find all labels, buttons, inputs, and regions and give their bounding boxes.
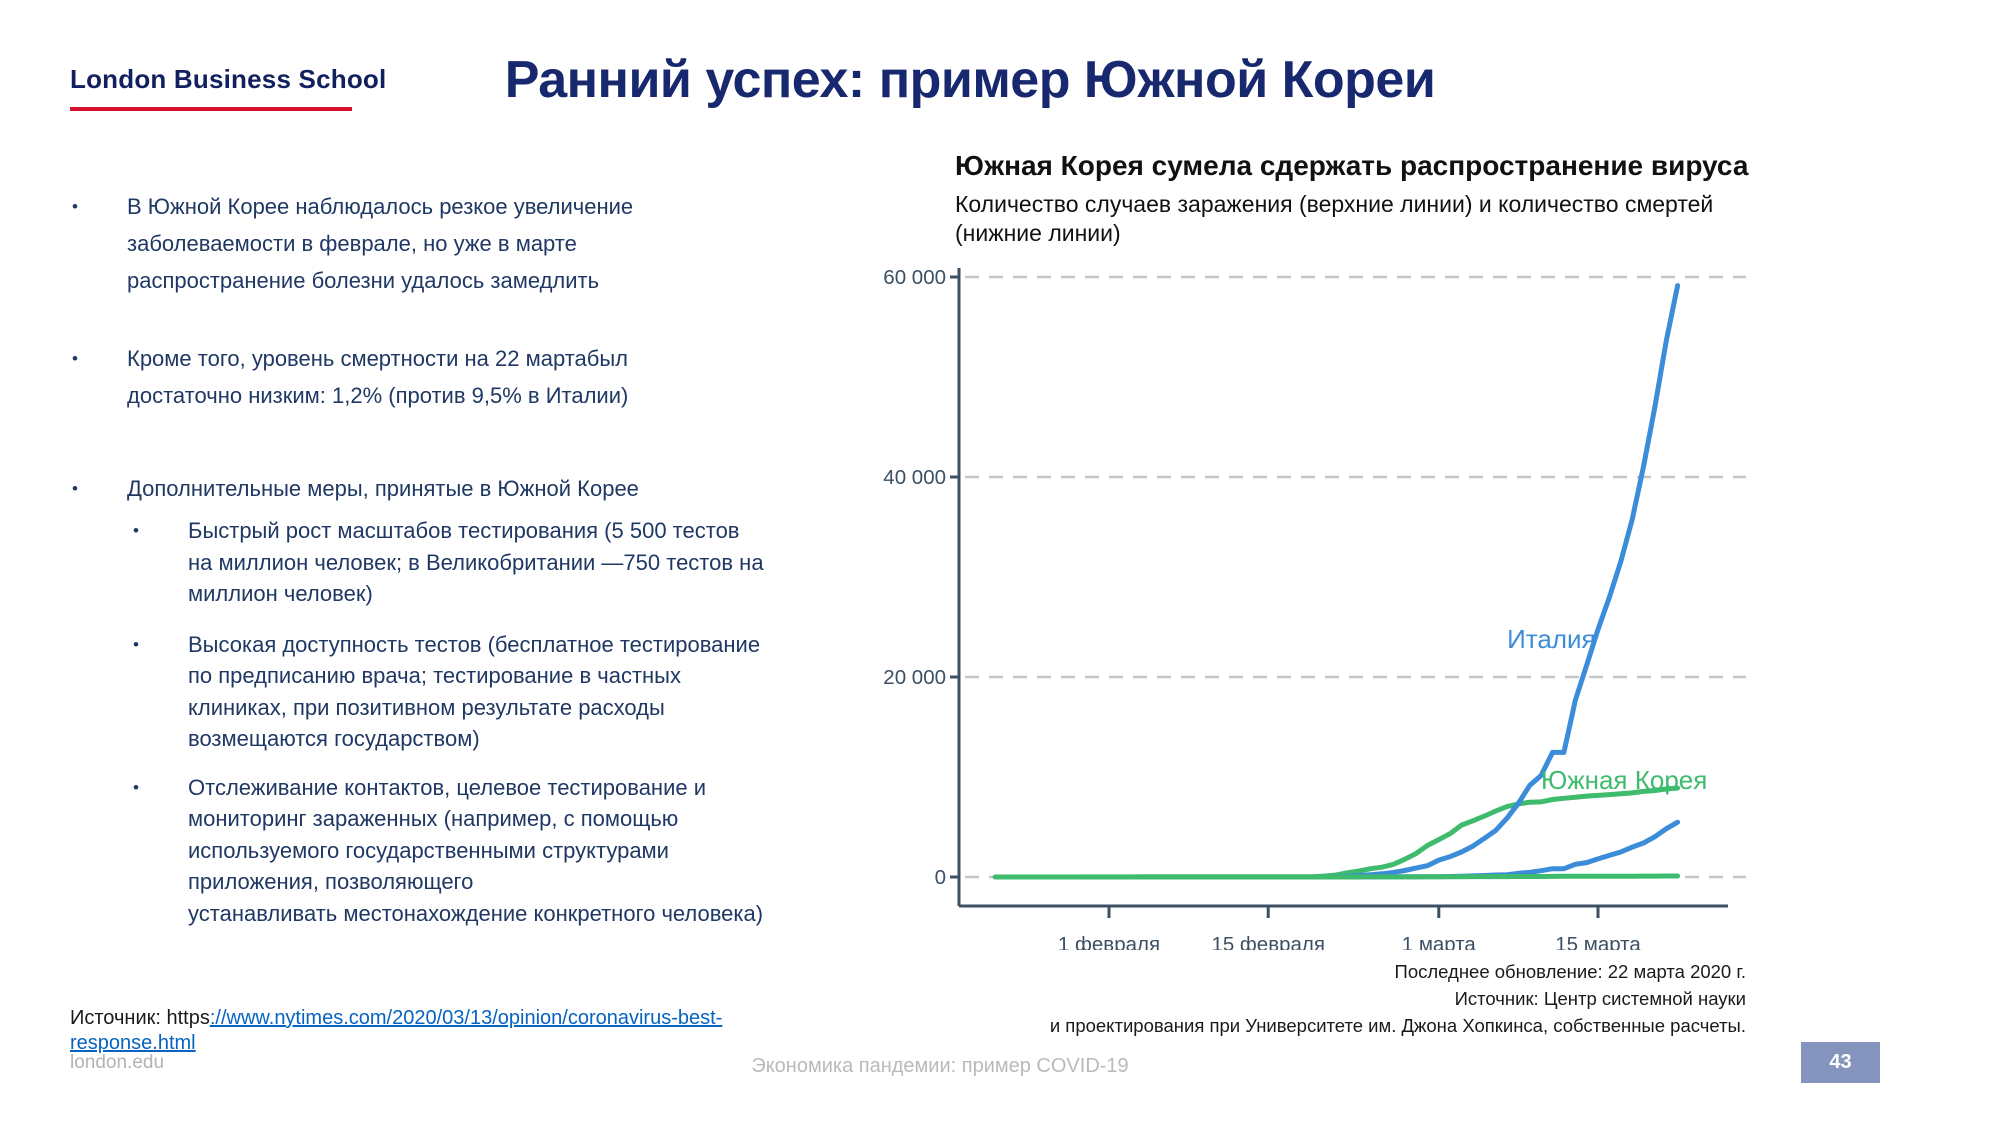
- bullet-marker: •: [72, 349, 78, 368]
- bullet-marker: •: [133, 521, 139, 540]
- bullet-text: Дополнительные меры, принятые в Южной Ко…: [127, 476, 639, 501]
- series-label: Италия: [1507, 624, 1596, 654]
- page-number-badge: 43: [1801, 1042, 1880, 1083]
- bullet-text: Высокая доступность тестов (бесплатное т…: [188, 631, 761, 752]
- series-label: Южная Корея: [1541, 765, 1707, 795]
- page-number: 43: [1829, 1051, 1852, 1073]
- y-tick-label: 0: [935, 866, 946, 889]
- source-link-line1[interactable]: ://www.nytimes.com/2020/03/13/opinion/co…: [209, 1007, 723, 1029]
- sub-bullet-item: • Высокая доступность тестов (бесплатное …: [133, 629, 770, 755]
- lbs-logo-underline: [70, 107, 352, 111]
- x-tick-label: 15 марта: [1555, 933, 1641, 950]
- bullet-list: • В Южной Корее наблюдалось резкое увелич…: [70, 188, 770, 929]
- chart-note-updated: Последнее обновление: 22 марта 2020 г.: [1394, 961, 1746, 982]
- chart-notes: Последнее обновление: 22 марта 2020 г. И…: [1000, 958, 1746, 1039]
- footer-course-title: Экономика пандемии: пример COVID-19: [751, 1055, 1129, 1077]
- sub-bullet-item: • Быстрый рост масштабов тестирования (5 …: [133, 515, 770, 610]
- chart-headline: Южная Корея сумела сдержать распростране…: [955, 150, 1749, 181]
- source-prefix: Источник: https: [70, 1007, 210, 1029]
- lbs-logo-text: London Business School: [70, 64, 387, 94]
- y-tick-label: 40 000: [883, 466, 946, 489]
- chart-note-source-2: и проектирования при Университете им. Дж…: [1049, 1015, 1746, 1036]
- footer-site: london.edu: [70, 1052, 165, 1073]
- lbs-logo: London Business School: [70, 64, 386, 111]
- bullet-item: • В Южной Корее наблюдалось резкое увелич…: [70, 188, 770, 299]
- sub-bullet-item: • Отслеживание контактов, целевое тестиро…: [133, 772, 770, 930]
- slide-title: Ранний успех: пример Южной Кореи: [504, 51, 1436, 109]
- x-tick-label: 15 февраля: [1211, 933, 1325, 950]
- bullet-text: Отслеживание контактов, целевое тестиров…: [188, 774, 764, 926]
- line-chart: 0 20 000 40 000 60 000 1 февраля 15 февраля 1 …: [883, 266, 1746, 950]
- chart-note-source-1: Источник: Центр системной науки: [1454, 988, 1746, 1009]
- chart-subtitle: Количество случаев заражения (верхние ли…: [955, 191, 1714, 246]
- source-link[interactable]: ://www.nytimes.com/2020/03/13/opinion/co…: [70, 1007, 722, 1054]
- bullet-marker: •: [133, 634, 139, 654]
- bullet-item: • Дополнительные меры, принятые в Южной К…: [70, 470, 770, 507]
- series-line: [992, 819, 1681, 880]
- x-tick-label: 1 февраля: [1058, 933, 1160, 950]
- y-tick-label: 20 000: [883, 666, 946, 689]
- series-line: [992, 873, 1681, 880]
- bullet-marker: •: [133, 777, 139, 797]
- y-tick-label: 60 000: [883, 266, 946, 289]
- bullet-marker: •: [72, 197, 78, 216]
- bullet-text: В Южной Корее наблюдалось резкое увеличе…: [127, 194, 634, 293]
- bullet-marker: •: [72, 479, 78, 498]
- bullet-item: • Кроме того, уровень смертности на 22 ма…: [70, 340, 770, 414]
- bullet-text: Кроме того, уровень смертности на 22 мар…: [127, 346, 629, 408]
- x-tick-label: 1 марта: [1402, 933, 1477, 950]
- source-link-line2[interactable]: response.html: [70, 1032, 196, 1054]
- source-citation: Источник: https://www.nytimes.com/2020/0…: [70, 1006, 810, 1056]
- bullet-text: Быстрый рост масштабов тестирования (5 5…: [188, 518, 764, 606]
